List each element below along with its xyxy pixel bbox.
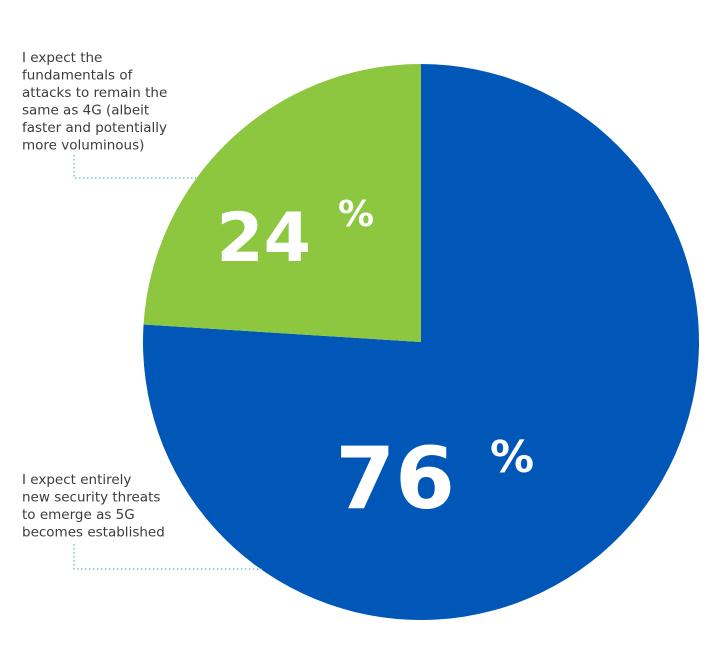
leader-line-0: [73, 544, 262, 570]
percent-value-1: 24: [216, 199, 311, 278]
percent-labels: 76 % 24%: [216, 194, 534, 529]
pie-slices: [143, 64, 700, 621]
leader-lines: [73, 155, 262, 570]
pie-slice-1: [143, 64, 421, 342]
leader-line-1: [73, 155, 196, 179]
percent-sign-0: %: [490, 432, 534, 483]
slice-labels: I expect entirely new security threats to …: [22, 50, 167, 541]
slice-label-1: I expect the fundamentals of attacks to re…: [22, 50, 167, 154]
pie-slice-0: [143, 64, 700, 621]
percent-sign-1: %: [338, 194, 374, 235]
percent-value-0: 76: [335, 429, 455, 529]
slice-label-0: I expect entirely new security threats to …: [22, 472, 165, 541]
